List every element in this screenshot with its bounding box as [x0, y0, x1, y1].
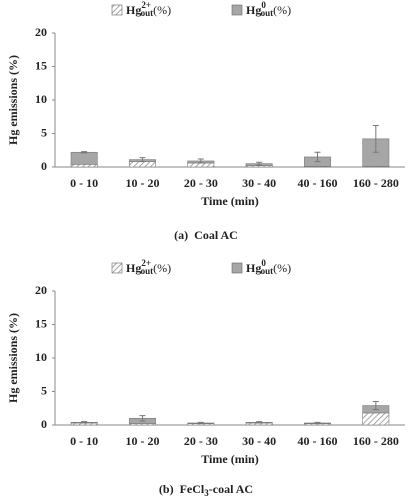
x-tick-label: 30 - 40 [242, 434, 276, 448]
x-tick-label: 10 - 20 [126, 176, 160, 190]
x-tick-label: 0 - 10 [70, 434, 98, 448]
x-tick-label: 10 - 20 [126, 434, 160, 448]
bar-segment [70, 151, 98, 165]
legend-subscript: out [141, 266, 154, 276]
legend-subscript: out [261, 266, 274, 276]
y-tick-label: 15 [35, 316, 47, 330]
caption-part: 3 [204, 488, 209, 498]
caption-part: -coal AC [209, 482, 253, 496]
y-tick-label: 5 [41, 383, 47, 397]
x-tick-label: 20 - 30 [184, 434, 218, 448]
x-axis-title: Time (min) [201, 452, 258, 466]
bar-segment [187, 162, 215, 168]
x-axis-title: Time (min) [201, 194, 258, 208]
y-tick-label: 10 [35, 92, 47, 106]
legend-superscript: 0 [261, 258, 266, 268]
x-tick-label: 20 - 30 [184, 176, 218, 190]
caption: (b) FeCl3-coal AC [159, 482, 253, 498]
bar-segment [70, 164, 98, 168]
x-tick-label: 160 - 280 [353, 434, 399, 448]
error-bar [81, 151, 88, 154]
error-bar [139, 157, 146, 163]
error-bar [314, 421, 321, 425]
x-tick-label: 0 - 10 [70, 176, 98, 190]
legend-subscript: out [141, 8, 154, 18]
y-tick-label: 20 [35, 25, 47, 39]
error-bar [81, 421, 88, 424]
x-tick-label: 40 - 160 [298, 434, 338, 448]
error-bar [372, 124, 379, 153]
error-bar [197, 158, 204, 164]
y-tick-label: 0 [41, 417, 47, 431]
legend-swatch [111, 4, 123, 16]
y-tick-label: 5 [41, 125, 47, 139]
legend-label: Hg2+ out(%) [126, 0, 171, 18]
error-bar [197, 421, 204, 425]
error-bar [372, 401, 379, 411]
legend-suffix: (%) [153, 261, 171, 275]
legend-name: Hg [126, 3, 141, 17]
legend-suffix: (%) [153, 3, 171, 17]
legend-swatch [231, 262, 243, 274]
legend-suffix: (%) [273, 3, 291, 17]
x-tick-label: 40 - 160 [298, 176, 338, 190]
legend-name: Hg [246, 261, 261, 275]
y-axis-title: Hg emissions (%) [6, 55, 20, 145]
y-tick-label: 0 [41, 159, 47, 173]
x-tick-label: 30 - 40 [242, 176, 276, 190]
legend-superscript: 2+ [141, 0, 151, 10]
legend-superscript: 0 [261, 0, 266, 10]
y-tick-label: 20 [35, 283, 47, 297]
legend-name: Hg [246, 3, 261, 17]
y-axis-title: Hg emissions (%) [6, 313, 20, 403]
error-bar [139, 415, 146, 422]
legend-superscript: 2+ [141, 258, 151, 268]
error-bar [256, 161, 263, 166]
legend-label: Hg0 out(%) [246, 0, 291, 18]
caption-part: Coal AC [194, 228, 238, 242]
caption-part: (a) [174, 228, 188, 242]
legend-swatch [231, 4, 243, 16]
legend-suffix: (%) [273, 261, 291, 275]
legend-subscript: out [261, 8, 274, 18]
legend-label: Hg2+ out(%) [126, 258, 171, 276]
legend-label: Hg0 out(%) [246, 258, 291, 276]
y-tick-label: 10 [35, 350, 47, 364]
caption-part: FeCl [180, 482, 205, 496]
y-tick-label: 15 [35, 58, 47, 72]
error-bar [314, 151, 321, 163]
legend-swatch [111, 262, 123, 274]
legend-name: Hg [126, 261, 141, 275]
caption-part: (b) [159, 482, 174, 496]
caption: (a) Coal AC [174, 228, 238, 242]
error-bar [256, 421, 263, 424]
x-tick-label: 160 - 280 [353, 176, 399, 190]
bar-segment [129, 161, 156, 168]
bar-segment [362, 412, 390, 426]
